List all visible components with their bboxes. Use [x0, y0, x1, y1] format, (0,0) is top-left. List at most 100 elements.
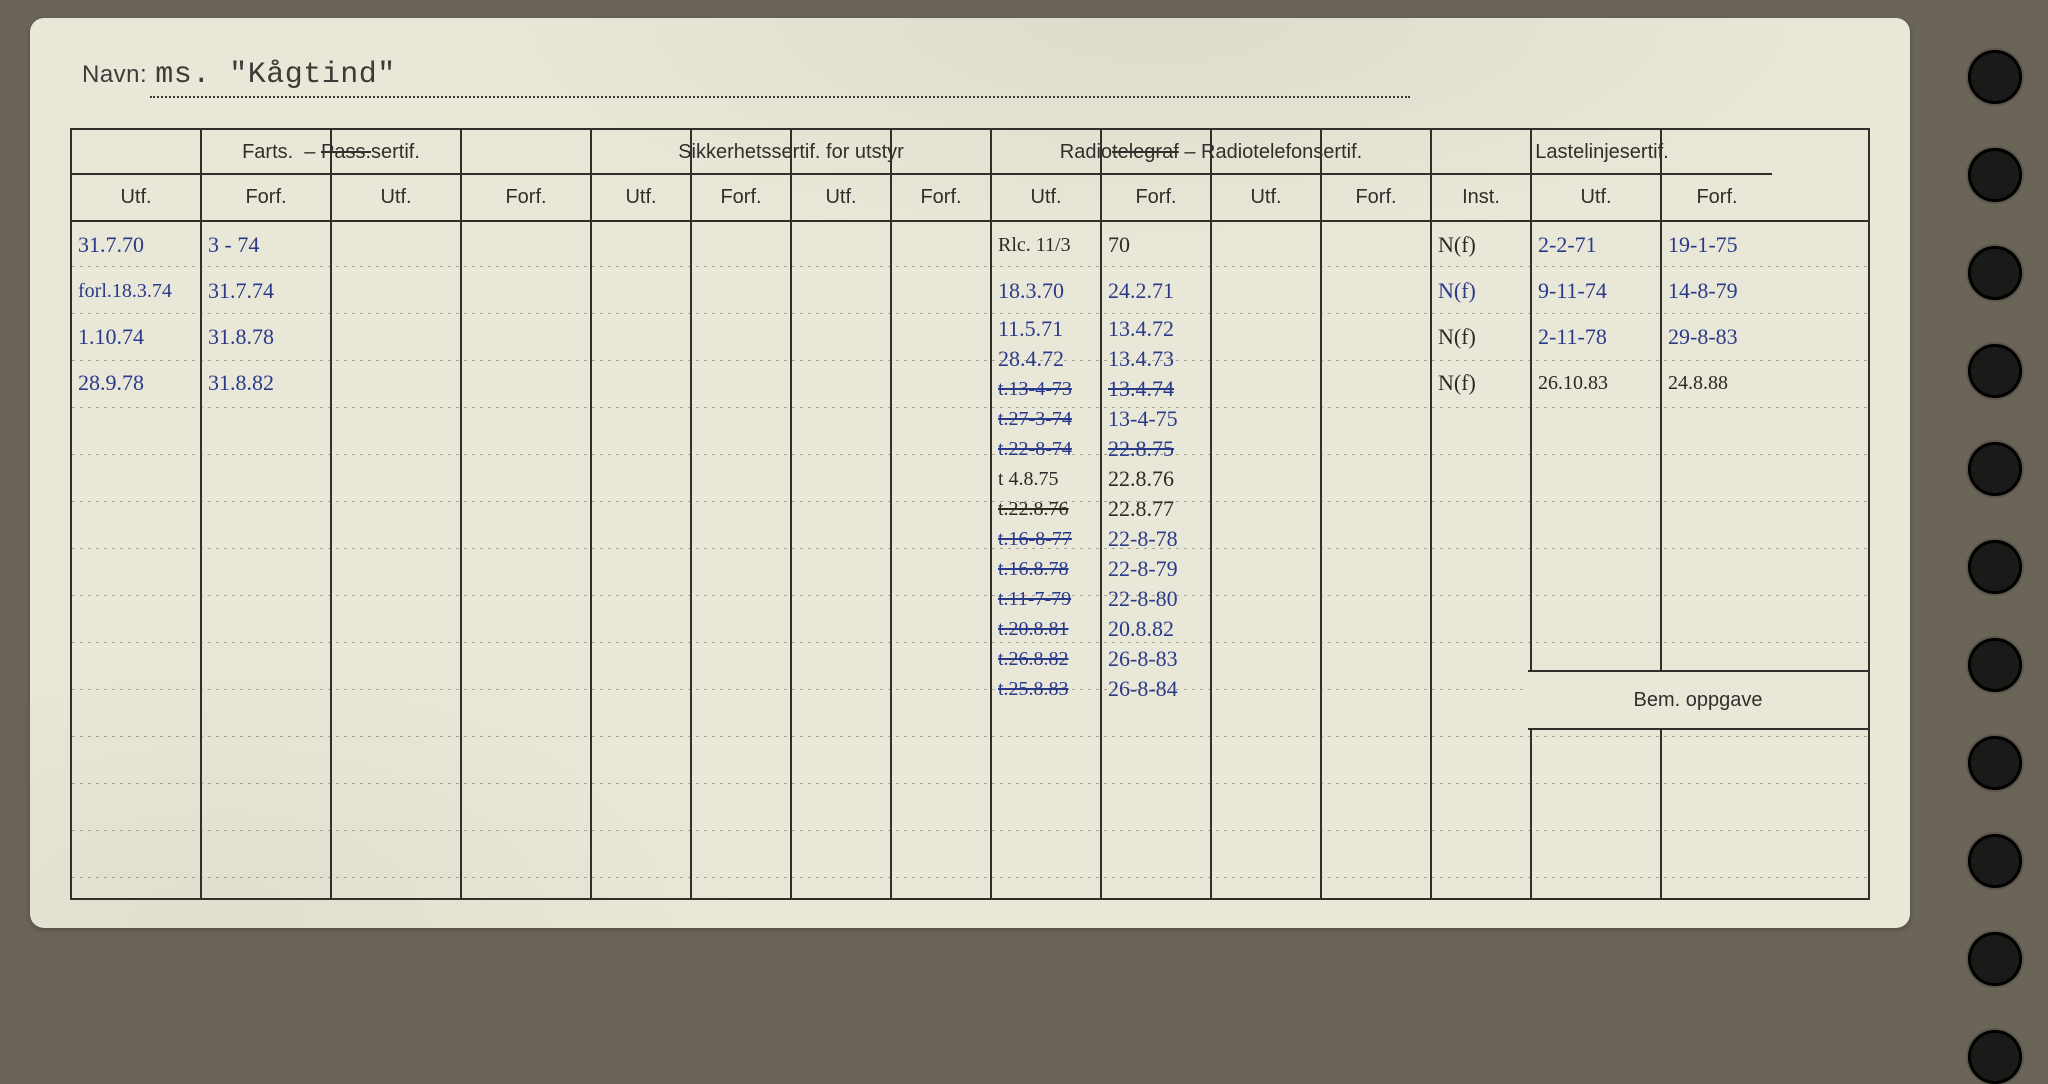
- binder-hole: [1968, 540, 2022, 594]
- handwritten-entry: 13.4.72: [1108, 314, 1206, 344]
- col-radio-forf: Forf.: [1102, 173, 1212, 219]
- name-label: Navn:: [82, 61, 147, 89]
- handwritten-entry: 22.8.75: [1108, 434, 1206, 464]
- col-ll-forf-body: 19-1-7514-8-7929-8-8324.8.88: [1662, 222, 1772, 898]
- handwritten-entry: N(f): [1438, 268, 1526, 314]
- group-radio-strike: telegraf: [1112, 141, 1179, 163]
- binder-hole: [1968, 932, 2022, 986]
- handwritten-entry: 2-2-71: [1538, 222, 1656, 268]
- col-sik-utf-body: [592, 222, 692, 898]
- handwritten-entry: 13-4-75: [1108, 404, 1206, 434]
- handwritten-entry: 31.8.78: [208, 314, 326, 360]
- handwritten-entry: N(f): [1438, 314, 1526, 360]
- col-sik-forf2: Forf.: [892, 173, 992, 219]
- handwritten-entry: t.11-7-79: [998, 584, 1096, 614]
- col-farts-forf: Forf.: [202, 173, 332, 219]
- handwritten-entry: 26-8-84: [1108, 674, 1206, 704]
- handwritten-entry: 19-1-75: [1668, 222, 1766, 268]
- col-farts-forf-body: 3 - 7431.7.7431.8.7831.8.82: [202, 222, 332, 898]
- handwritten-entry: t.16.8.78: [998, 554, 1096, 584]
- name-underline: [150, 96, 1410, 98]
- binder-hole: [1968, 344, 2022, 398]
- binder-hole: [1968, 50, 2022, 104]
- binder-holes: [1968, 50, 2022, 1084]
- col-ll-inst-body: N(f)N(f)N(f)N(f): [1432, 222, 1532, 898]
- group-lastelinje: Lastelinjesertif.: [1432, 130, 1772, 174]
- handwritten-entry: 18.3.70: [998, 268, 1096, 314]
- binder-hole: [1968, 246, 2022, 300]
- col-sik-utf2: Utf.: [792, 173, 892, 219]
- col-farts-forf2: Forf.: [462, 173, 592, 219]
- handwritten-entry: t.22-8-74: [998, 434, 1096, 464]
- handwritten-entry: 22-8-79: [1108, 554, 1206, 584]
- handwritten-entry: 24.8.88: [1668, 360, 1766, 406]
- handwritten-entry: 31.7.74: [208, 268, 326, 314]
- binder-hole: [1968, 638, 2022, 692]
- cert-grid: Farts. – Pass.sertif. Sikkerhetssertif. …: [70, 128, 1870, 900]
- handwritten-entry: 20.8.82: [1108, 614, 1206, 644]
- handwritten-entry: 31.8.82: [208, 360, 326, 406]
- group-sikkerhet: Sikkerhetssertif. for utstyr: [592, 130, 992, 174]
- handwritten-entry: 3 - 74: [208, 222, 326, 268]
- handwritten-entry: 26.10.83: [1538, 360, 1656, 406]
- handwritten-entry: 28.9.78: [78, 360, 196, 406]
- col-radio-utf2-body: [1212, 222, 1322, 898]
- col-ll-utf-body: 2-2-719-11-742-11-7826.10.83: [1532, 222, 1662, 898]
- handwritten-entry: 26-8-83: [1108, 644, 1206, 674]
- handwritten-entry: t.22.8.76: [998, 494, 1096, 524]
- col-radio-forf2-body: [1322, 222, 1432, 898]
- group-radio: Radiotelegraf – Radiotelefonsertif.: [992, 130, 1432, 174]
- handwritten-entry: 1.10.74: [78, 314, 196, 360]
- handwritten-entry: 70: [1108, 222, 1206, 268]
- binder-hole: [1968, 148, 2022, 202]
- handwritten-entry: t.16-8-77: [998, 524, 1096, 554]
- handwritten-entry: 22-8-80: [1108, 584, 1206, 614]
- col-sik-forf-body: [692, 222, 792, 898]
- col-ll-forf: Forf.: [1662, 173, 1772, 219]
- col-sik-utf2-body: [792, 222, 892, 898]
- index-card: Navn: ms. "Kågtind" Farts. – Pass.sertif…: [30, 18, 1910, 928]
- bem-oppgave-box: Bem. oppgave: [1528, 670, 1868, 730]
- col-sik-forf: Forf.: [692, 173, 792, 219]
- handwritten-entry: Rlc. 11/3: [998, 222, 1096, 268]
- col-farts-utf: Utf.: [72, 173, 202, 219]
- binder-hole: [1968, 1030, 2022, 1084]
- col-ll-utf: Utf.: [1532, 173, 1662, 219]
- handwritten-entry: 24.2.71: [1108, 268, 1206, 314]
- col-radio-forf-body: 7024.2.7113.4.7213.4.7313.4.7413-4-7522.…: [1102, 222, 1212, 898]
- col-sik-forf2-body: [892, 222, 992, 898]
- col-radio-forf2: Forf.: [1322, 173, 1432, 219]
- col-farts-utf2-body: [332, 222, 462, 898]
- handwritten-entry: 14-8-79: [1668, 268, 1766, 314]
- handwritten-entry: 22-8-78: [1108, 524, 1206, 554]
- handwritten-entry: 11.5.71: [998, 314, 1096, 344]
- col-farts-utf2: Utf.: [332, 173, 462, 219]
- binder-hole: [1968, 736, 2022, 790]
- header-groups: Farts. – Pass.sertif. Sikkerhetssertif. …: [72, 130, 1868, 174]
- handwritten-entry: forl.18.3.74: [78, 268, 196, 314]
- handwritten-entry: 29-8-83: [1668, 314, 1766, 360]
- handwritten-entry: t.25.8.83: [998, 674, 1096, 704]
- name-value: ms. "Kågtind": [155, 58, 396, 92]
- grid-header: Farts. – Pass.sertif. Sikkerhetssertif. …: [72, 130, 1868, 222]
- grid-body: 31.7.70forl.18.3.741.10.7428.9.78 3 - 74…: [72, 222, 1868, 898]
- handwritten-entry: N(f): [1438, 360, 1526, 406]
- col-sik-utf: Utf.: [592, 173, 692, 219]
- handwritten-entry: t.13-4-73: [998, 374, 1096, 404]
- handwritten-entry: 22.8.76: [1108, 464, 1206, 494]
- page: Navn: ms. "Kågtind" Farts. – Pass.sertif…: [0, 0, 2048, 948]
- handwritten-entry: 13.4.74: [1108, 374, 1206, 404]
- handwritten-entry: 13.4.73: [1108, 344, 1206, 374]
- binder-hole: [1968, 442, 2022, 496]
- binder-hole: [1968, 834, 2022, 888]
- handwritten-entry: t 4.8.75: [998, 464, 1096, 494]
- col-farts-utf-body: 31.7.70forl.18.3.741.10.7428.9.78: [72, 222, 202, 898]
- handwritten-entry: t.20.8.81: [998, 614, 1096, 644]
- group-farts-strike: Pass.: [321, 141, 371, 163]
- handwritten-entry: N(f): [1438, 222, 1526, 268]
- col-ll-inst: Inst.: [1432, 173, 1532, 219]
- col-radio-utf2: Utf.: [1212, 173, 1322, 219]
- handwritten-entry: 2-11-78: [1538, 314, 1656, 360]
- group-farts: Farts. – Pass.sertif.: [72, 130, 592, 174]
- handwritten-entry: 31.7.70: [78, 222, 196, 268]
